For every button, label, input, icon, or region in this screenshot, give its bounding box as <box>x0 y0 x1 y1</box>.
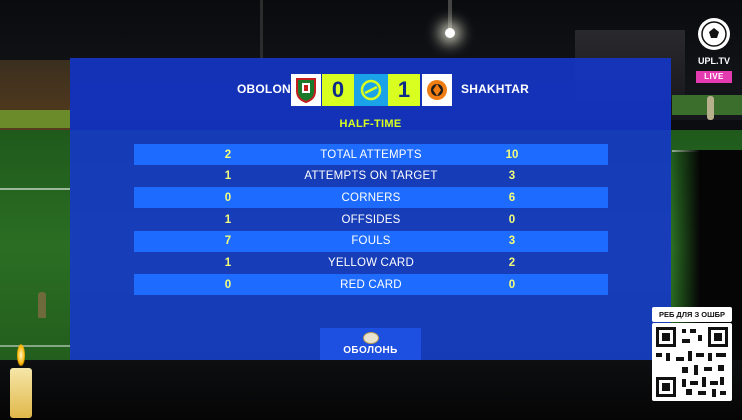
away-value: 0 <box>508 213 516 226</box>
stat-label: OFFSIDES <box>341 213 401 226</box>
upl-league-icon <box>354 74 388 106</box>
stat-label: RED CARD <box>340 278 402 291</box>
home-value: 1 <box>224 256 232 269</box>
stat-label: ATTEMPTS ON TARGET <box>304 170 438 183</box>
floodlight-pole <box>448 0 452 32</box>
qr-code-icon <box>656 327 728 397</box>
sponsor-logo: ОБОЛОНЬ <box>320 328 421 360</box>
live-badge: LIVE <box>696 71 732 83</box>
stat-label: FOULS <box>351 235 391 248</box>
stat-row-total-attempts: 2 TOTAL ATTEMPTS 10 <box>134 144 608 165</box>
stat-row-fouls: 7 FOULS 3 <box>134 230 608 252</box>
pitch-line <box>0 188 70 190</box>
stat-row-red-card: 0 RED CARD 0 <box>134 274 608 296</box>
floodlight <box>445 28 455 38</box>
football-icon <box>698 18 730 50</box>
stat-row-offsides: 1 OFFSIDES 0 <box>134 209 608 230</box>
match-stats-panel: OBOLON 0 1 SHAKHTAR HALF-TIME <box>70 58 671 360</box>
home-value: 7 <box>224 235 232 248</box>
pitch-line <box>0 345 70 347</box>
away-value: 2 <box>508 256 516 269</box>
stat-row-attempts-on-target: 1 ATTEMPTS ON TARGET 3 <box>134 166 608 187</box>
stats-table: 2 TOTAL ATTEMPTS 10 1 ATTEMPTS ON TARGET… <box>134 144 608 296</box>
home-value: 1 <box>224 213 232 226</box>
player-figure <box>707 96 714 120</box>
home-value: 2 <box>224 148 232 161</box>
player-figure <box>38 292 46 318</box>
home-value: 1 <box>224 170 232 183</box>
sponsor-emblem-icon <box>362 332 379 344</box>
qr-caption: РЕБ ДЛЯ З ОШБР <box>652 307 732 322</box>
away-value: 3 <box>508 170 516 183</box>
broadcaster-badge: UPL.TV LIVE <box>690 18 738 84</box>
home-value: 0 <box>224 278 232 291</box>
away-value: 0 <box>508 278 516 291</box>
away-value: 3 <box>508 235 516 248</box>
broadcaster-name: UPL.TV <box>697 56 730 66</box>
crowd-bottom <box>0 360 742 420</box>
home-value: 0 <box>224 191 232 204</box>
shakhtar-crest-icon <box>422 74 452 106</box>
home-team-name: OBOLON <box>237 82 291 96</box>
away-team-name: SHAKHTAR <box>461 82 530 96</box>
period-label: HALF-TIME <box>339 118 402 130</box>
stat-label: TOTAL ATTEMPTS <box>320 148 422 161</box>
stat-label: CORNERS <box>341 191 401 204</box>
candle-icon <box>10 368 32 418</box>
qr-code[interactable] <box>652 323 732 401</box>
flame-icon <box>17 344 25 366</box>
left-stand <box>0 60 70 140</box>
stat-row-yellow-card: 1 YELLOW CARD 2 <box>134 252 608 273</box>
lamp-post <box>260 0 263 60</box>
away-value: 6 <box>508 191 516 204</box>
away-value: 10 <box>505 148 519 161</box>
scoreboard: OBOLON 0 1 SHAKHTAR <box>70 74 671 106</box>
obolon-crest-icon <box>291 74 321 106</box>
stat-label: YELLOW CARD <box>328 256 414 269</box>
stat-row-corners: 0 CORNERS 6 <box>134 187 608 209</box>
home-score: 0 <box>322 74 354 106</box>
away-score: 1 <box>388 74 420 106</box>
left-stand-banner <box>0 110 70 128</box>
sponsor-name: ОБОЛОНЬ <box>343 345 398 356</box>
